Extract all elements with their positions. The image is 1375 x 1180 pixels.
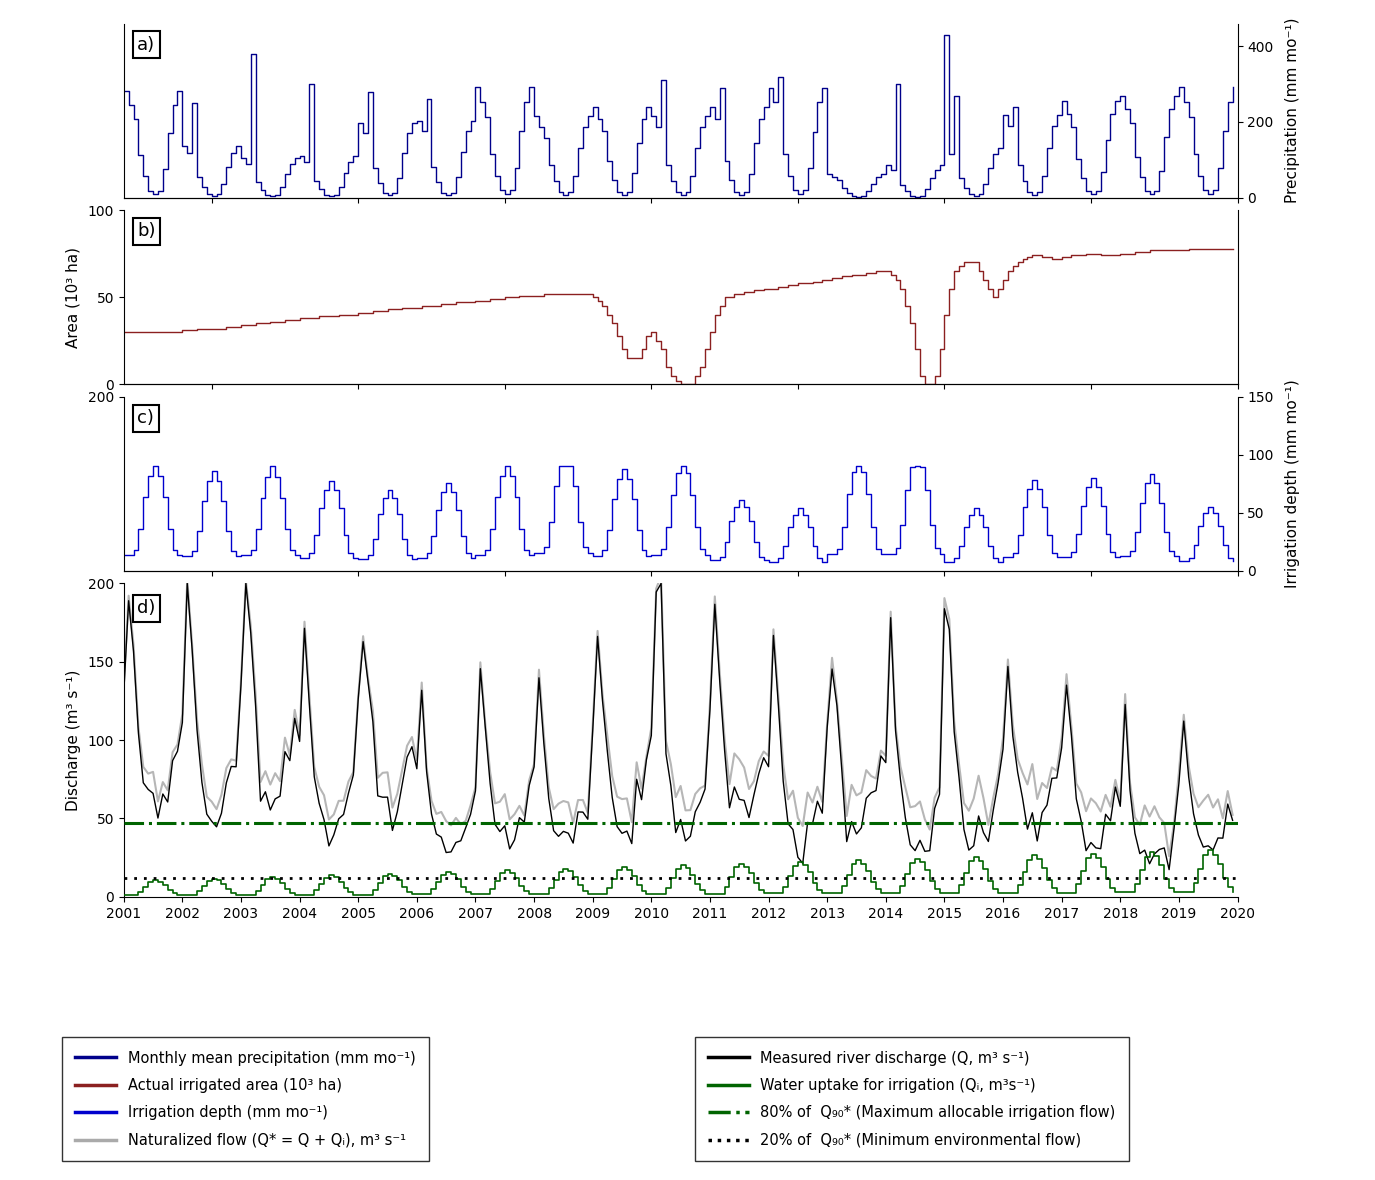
Y-axis label: Area (10³ ha): Area (10³ ha) [66, 247, 81, 348]
Y-axis label: Discharge (m³ s⁻¹): Discharge (m³ s⁻¹) [66, 669, 81, 811]
Y-axis label: Irrigation depth (mm mo⁻¹): Irrigation depth (mm mo⁻¹) [1284, 380, 1299, 589]
Text: d): d) [138, 599, 155, 617]
Y-axis label: Precipitation (mm mo⁻¹): Precipitation (mm mo⁻¹) [1284, 18, 1299, 203]
Text: c): c) [138, 409, 154, 427]
Legend: Monthly mean precipitation (mm mo⁻¹), Actual irrigated area (10³ ha), Irrigation: Monthly mean precipitation (mm mo⁻¹), Ac… [62, 1037, 429, 1161]
Text: a): a) [138, 35, 155, 54]
Legend: Measured river discharge (Q, m³ s⁻¹), Water uptake for irrigation (Qᵢ, m³s⁻¹), 8: Measured river discharge (Q, m³ s⁻¹), Wa… [694, 1037, 1129, 1161]
Text: b): b) [138, 222, 155, 241]
